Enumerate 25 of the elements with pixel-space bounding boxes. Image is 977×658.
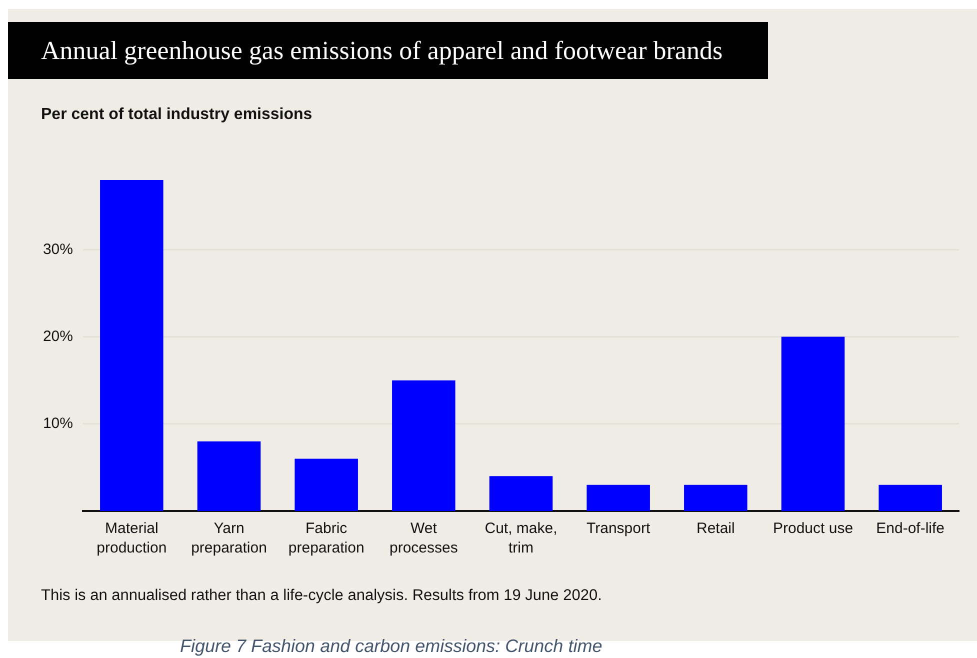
bar — [392, 380, 456, 511]
x-tick-label: Transport — [586, 520, 651, 537]
y-tick-label: 30% — [42, 240, 73, 258]
bar — [197, 441, 261, 511]
chart-title: Annual greenhouse gas emissions of apparel and footwear brands — [8, 22, 768, 79]
x-tick-label: Material production — [96, 520, 167, 556]
bar — [878, 484, 942, 511]
x-tick-label: Product use — [772, 520, 854, 537]
y-tick-label: 20% — [42, 328, 73, 345]
bar — [489, 476, 553, 511]
caption: Figure 7 Fashion and carbon emissions: Crunch time — [180, 636, 602, 657]
x-tick-label: Yarn preparation — [191, 520, 267, 556]
x-tick-label: Cut, make, trim — [484, 520, 558, 556]
bar — [684, 484, 748, 511]
x-tick-label: End-of-life — [876, 520, 945, 537]
x-tick-label: Fabric preparation — [288, 520, 364, 556]
bar — [100, 180, 164, 511]
bar — [781, 336, 845, 511]
x-tick-label: Wet processes — [389, 520, 458, 556]
chart-subtitle: Per cent of total industry emissions — [41, 106, 312, 124]
text: This is an annualised rather than a life-cycle analysis. Results from 19 June 2020. — [41, 587, 602, 605]
y-tick-label: 10% — [42, 415, 73, 432]
x-tick-label: Retail — [696, 520, 735, 537]
bar — [586, 484, 650, 511]
bar — [294, 458, 358, 511]
